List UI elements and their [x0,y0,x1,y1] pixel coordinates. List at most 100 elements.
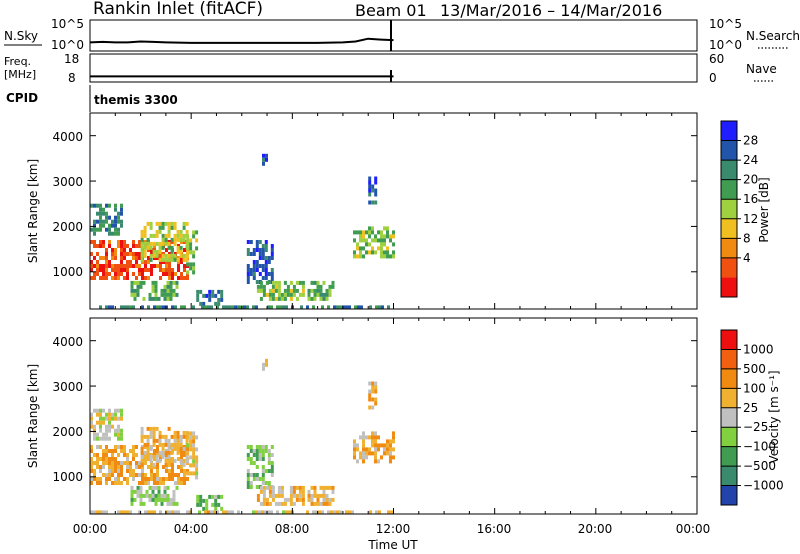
heatmap-cell-0 [111,473,114,477]
heatmap-cell-10 [386,246,389,251]
heatmap-cell-5 [202,293,206,298]
heatmap-cell-0 [105,449,108,453]
heatmap-cell-3 [157,489,161,494]
heatmap-cell-10 [386,443,389,448]
heatmap-cell-6 [258,256,262,260]
heatmap-cell-0 [105,248,108,252]
heatmap-cell-3 [160,493,164,498]
heatmap-cell-2 [149,233,153,238]
heatmap-cell-2 [140,249,144,254]
heatmap-cell-0 [90,457,93,461]
heatmap-cell-0 [132,240,135,244]
heatmap-cell-1 [108,203,111,208]
colorbar-swatch [721,388,737,408]
heatmap-cell-0 [168,469,171,473]
heatmap-cell-0 [168,276,171,280]
heatmap-cell-0 [93,453,96,457]
heatmap-cell-2 [158,229,162,234]
heatmap-cell-2 [173,442,177,447]
heatmap-cell-7 [271,489,275,494]
noise-right-label: N.Search [746,29,800,43]
heatmap-cell-1 [96,203,99,208]
heatmap-cell-10 [392,254,395,259]
velocity-ytick-1000: 1000 [52,470,83,484]
heatmap-cell-10 [380,242,383,247]
heatmap-cell-10 [392,431,395,436]
heatmap-cell-7 [289,501,293,506]
heatmap-cell-0 [99,457,102,461]
heatmap-cell-6 [264,260,268,264]
heatmap-cell-2 [167,229,171,234]
heatmap-cell-8 [325,296,329,301]
heatmap-cell-6 [264,268,268,272]
heatmap-cell-11 [374,385,378,390]
heatmap-cell-0 [186,477,189,481]
heatmap-cell-1 [90,424,93,429]
heatmap-cell-8 [325,485,329,490]
heatmap-cell-0 [114,276,117,280]
colorbar-tick-label: 28 [743,134,758,148]
heatmap-cell-3 [154,288,158,293]
heatmap-cell-12 [129,510,132,515]
heatmap-cell-11 [368,389,372,394]
heatmap-cell-12 [186,510,189,515]
heatmap-cell-3 [130,280,134,285]
heatmap-cell-3 [148,296,152,301]
heatmap-cell-0 [138,473,141,477]
heatmap-cell-4 [192,262,196,267]
heatmap-cell-12 [327,510,330,515]
heatmap-cell-2 [140,462,144,467]
heatmap-cell-8 [319,485,323,490]
heatmap-cell-10 [371,443,374,448]
heatmap-cell-1 [108,412,111,417]
heatmap-cell-5 [217,297,221,302]
heatmap-cell-0 [144,445,147,449]
heatmap-cell-6 [258,272,262,276]
heatmap-cell-6 [255,453,259,457]
heatmap-cell-2 [185,257,189,262]
heatmap-cell-8 [322,497,326,502]
heatmap-cell-10 [380,238,383,243]
heatmap-cell-0 [117,477,120,481]
velocity-ytick-3000: 3000 [52,380,83,394]
heatmap-cell-1 [93,227,96,232]
heatmap-cell-0 [111,256,114,260]
heatmap-cell-10 [377,459,380,464]
heatmap-cell-7 [265,497,269,502]
heatmap-cell-3 [133,489,137,494]
heatmap-cell-2 [146,454,150,459]
noise-left-label: N.Sky [4,29,38,43]
heatmap-cell-7 [298,489,302,494]
heatmap-cell-5 [205,293,209,298]
heatmap-cell-2 [179,253,183,258]
heatmap-cell-0 [99,481,102,485]
heatmap-cell-0 [120,461,123,465]
heatmap-cell-0 [156,461,159,465]
heatmap-cell-10 [383,443,386,448]
heatmap-cell-2 [149,245,153,250]
heatmap-cell-6 [252,272,256,276]
heatmap-cell-1 [99,211,102,216]
heatmap-cell-7 [283,292,287,297]
heatmap-cell-2 [173,434,177,439]
heatmap-cell-0 [138,461,141,465]
colorbar-tick-label: 100 [743,381,766,395]
heatmap-cell-0 [96,244,99,248]
heatmap-cell-0 [99,469,102,473]
heatmap-cell-11 [368,200,372,205]
heatmap-cell-10 [374,455,377,460]
heatmap-cell-0 [129,260,132,264]
heatmap-cell-6 [270,461,274,465]
heatmap-cell-7 [295,280,299,285]
heatmap-cell-1 [117,432,120,437]
heatmap-cell-0 [105,252,108,256]
heatmap-cell-0 [105,453,108,457]
heatmap-cell-7 [292,493,296,498]
heatmap-cell-12 [201,305,204,310]
heatmap-cell-0 [117,465,120,469]
heatmap-cell-3 [139,501,143,506]
heatmap-cell-2 [143,245,147,250]
heatmap-cell-2 [149,434,153,439]
heatmap-cell-7 [268,501,272,506]
heatmap-cell-2 [182,430,186,435]
